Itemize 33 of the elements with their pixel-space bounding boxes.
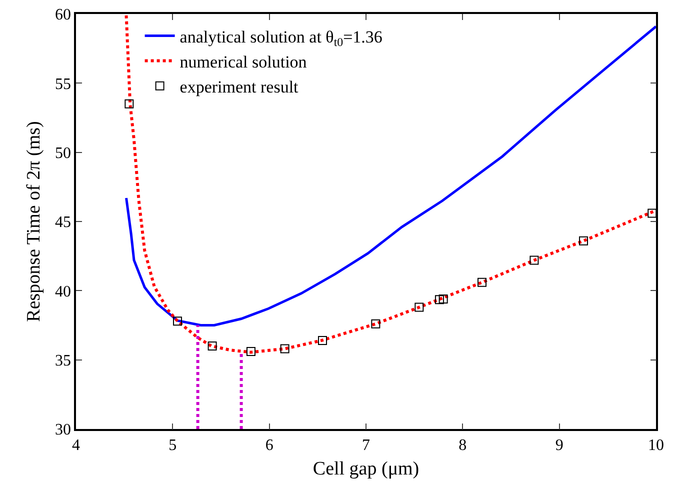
point — [280, 344, 290, 354]
x-tick-label: 4 — [72, 436, 80, 454]
y-tick-label: 60 — [55, 6, 72, 24]
point — [371, 319, 380, 328]
x-tick-label: 7 — [362, 436, 370, 454]
point — [173, 316, 182, 326]
y-tick-label: 50 — [55, 144, 72, 162]
legend-label: analytical solution at θ$_{t0}$=1.36 — [180, 27, 382, 49]
x-tick-label: 10 — [648, 436, 664, 454]
point — [438, 294, 448, 304]
point — [434, 295, 444, 304]
y-axis-title: Response Time of 2π (ms) — [23, 121, 44, 322]
y-tick-label: 45 — [55, 214, 72, 232]
point — [530, 256, 539, 265]
x-tick-label: 9 — [555, 436, 564, 454]
x-tick-label: 8 — [458, 436, 467, 454]
point — [246, 347, 256, 356]
point — [124, 99, 134, 108]
x-axis-title: Cell gap (μm) — [312, 458, 420, 480]
y-tick-label: 55 — [55, 76, 72, 93]
point — [414, 302, 424, 312]
x-tick-label: 6 — [265, 436, 274, 454]
y-tick-label: 30 — [55, 422, 72, 439]
point — [648, 208, 656, 218]
legend-label: numerical solution — [180, 52, 308, 72]
legend-label: experiment result — [180, 78, 299, 97]
point — [579, 236, 588, 246]
point — [318, 336, 327, 345]
x-tick-label: 5 — [168, 436, 177, 454]
point — [208, 342, 217, 350]
y-tick-label: 35 — [55, 352, 72, 370]
point — [478, 278, 486, 287]
y-tick-label: 40 — [55, 283, 72, 300]
